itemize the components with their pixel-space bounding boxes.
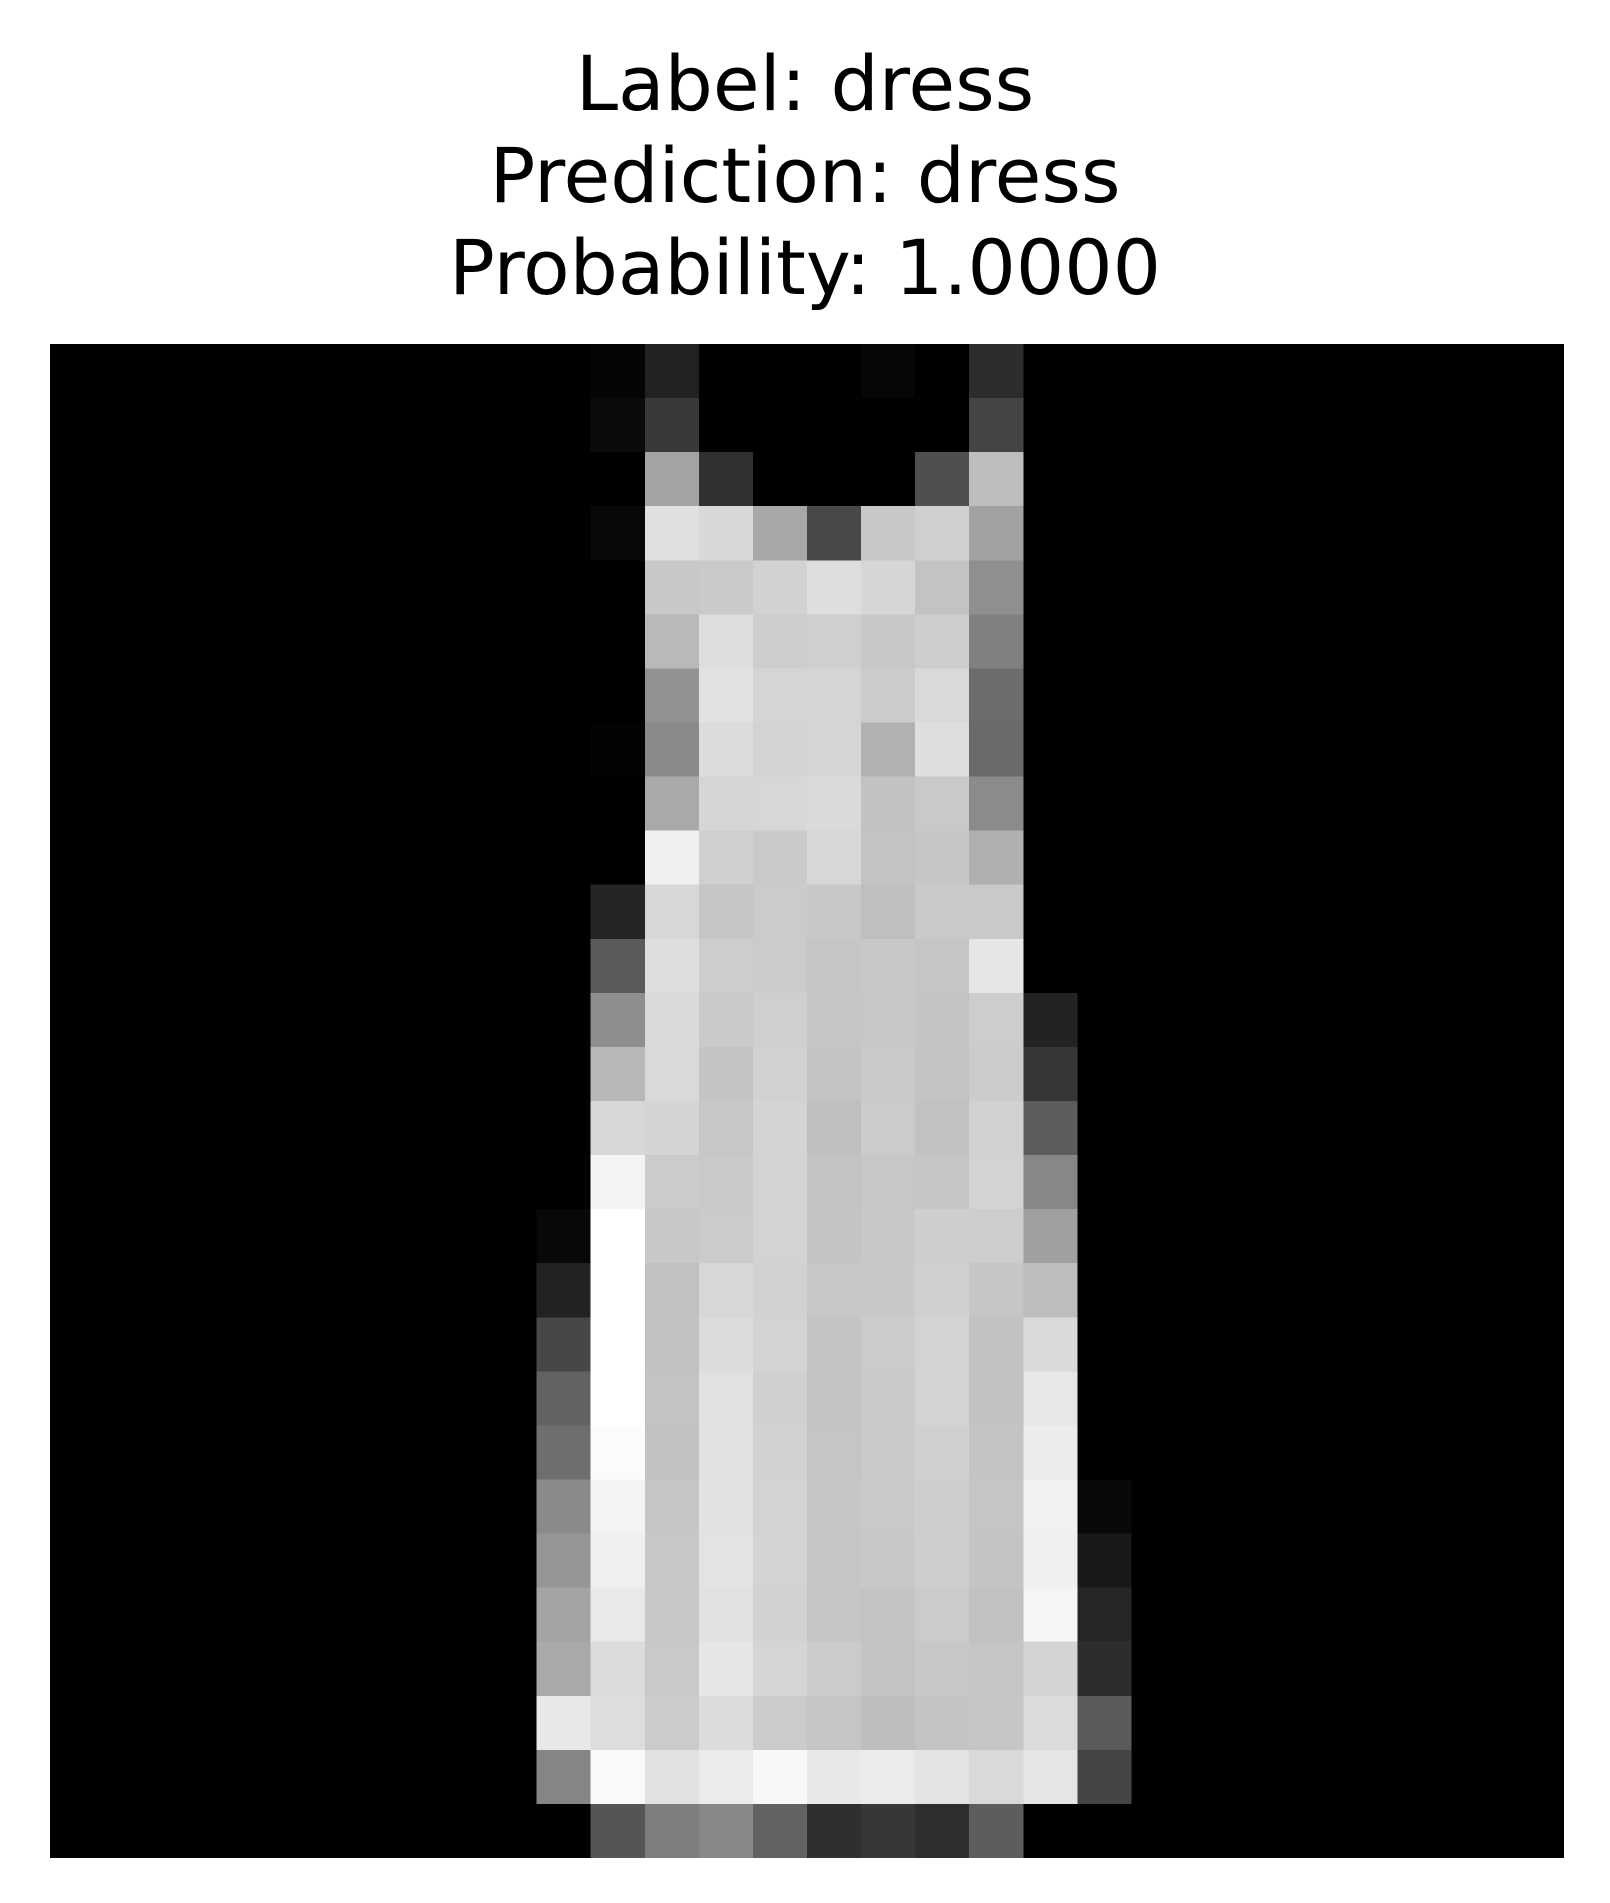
probability-text: Probability: 1.0000: [449, 223, 1161, 312]
pixel-grid: [536, 344, 1132, 1858]
label-text: Label: dress: [575, 39, 1035, 128]
prediction-text: Prediction: dress: [489, 131, 1121, 220]
figure-title: Label: dress Prediction: dress Probabili…: [0, 38, 1610, 314]
dress-image: [50, 344, 1564, 1858]
